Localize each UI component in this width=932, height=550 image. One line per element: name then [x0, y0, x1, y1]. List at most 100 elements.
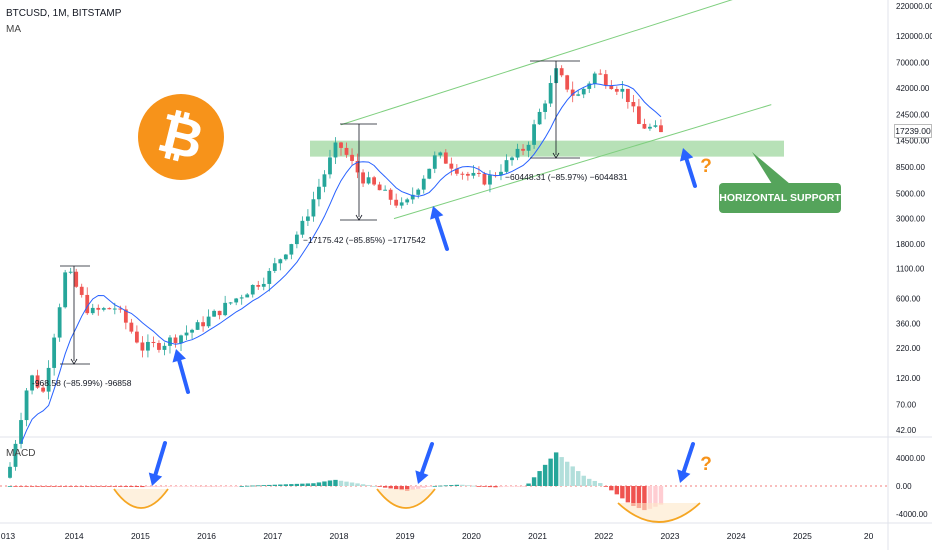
candle-body	[532, 124, 536, 145]
candle-body	[294, 234, 299, 245]
candle-body	[477, 172, 481, 174]
macd-bar	[316, 482, 322, 486]
macd-bar	[189, 486, 195, 487]
question-mark-1: ?	[700, 454, 712, 475]
macd-bar	[256, 485, 261, 487]
ma-indicator-label[interactable]: MA	[6, 24, 21, 35]
candle-body	[587, 83, 592, 89]
candle-body	[620, 88, 625, 92]
macd-bar	[7, 486, 13, 487]
candle-body	[289, 244, 294, 255]
macd-bar	[393, 486, 399, 490]
candle-body	[190, 329, 194, 333]
macd-bar	[222, 486, 228, 487]
time-tick-label: 2016	[197, 531, 216, 541]
candle-body	[212, 310, 217, 317]
macd-bar	[90, 486, 95, 487]
question-mark-0: ?	[700, 156, 712, 177]
price-tick-label: 1100.00	[896, 264, 925, 273]
candle-body	[488, 175, 492, 185]
candle-body	[443, 152, 448, 164]
macd-bar	[294, 483, 300, 486]
arrow-macd-2022-shaft	[681, 442, 695, 474]
candle-body	[355, 160, 360, 173]
candle-body	[637, 106, 641, 124]
candle-body	[499, 171, 503, 176]
candle-body	[74, 271, 79, 287]
candle-body	[339, 142, 343, 148]
candle-body	[372, 177, 376, 185]
candle-body	[317, 186, 321, 200]
macd-bar	[504, 486, 509, 487]
macd-bar	[145, 486, 151, 487]
candle-body	[52, 337, 57, 368]
annotations: -968.58 (−85.99%) -96858 −17175.42 (−85.8…	[32, 60, 790, 523]
candle-body	[311, 199, 316, 217]
candle-body	[112, 308, 117, 310]
macd-bar	[338, 480, 344, 486]
candle-body	[63, 272, 68, 308]
time-tick-label: 2020	[462, 531, 481, 541]
candle-body	[510, 157, 514, 161]
macd-bar	[388, 486, 393, 489]
macd-bar	[327, 480, 333, 486]
time-tick-label: 2014	[65, 531, 84, 541]
macd-bar	[211, 486, 217, 487]
candle-body	[217, 310, 222, 316]
macd-bar	[653, 486, 658, 507]
macd-bar	[217, 486, 222, 487]
price-tick-label: 1800.00	[896, 240, 925, 249]
drawdown-2014-arrowhead	[70, 358, 78, 365]
macd-bar	[29, 486, 35, 487]
candle-body	[454, 168, 459, 174]
macd-tick-label: 0.00	[896, 482, 912, 491]
macd-bar	[382, 486, 388, 488]
axes: 220000.00 120000.00 70000.00 42000.00 24500.…	[1, 2, 932, 541]
candle-body	[201, 322, 205, 327]
arrow-2022-shaft	[684, 157, 697, 188]
macd-bar	[427, 486, 432, 487]
macd-indicator-label[interactable]: MACD	[6, 448, 36, 459]
macd-bar	[587, 478, 592, 486]
candle-body	[228, 302, 233, 304]
macd-bar	[107, 486, 112, 487]
time-tick-label: 2015	[131, 531, 150, 541]
macd-bar	[349, 482, 355, 486]
candle-body	[250, 284, 255, 295]
time-tick-label: 013	[1, 531, 15, 541]
candle-body	[576, 94, 581, 96]
time-tick-label: 2025	[793, 531, 812, 541]
candle-body	[101, 308, 106, 310]
bitcoin-logo-disc	[138, 94, 224, 180]
candle-body	[13, 443, 18, 467]
macd-bar	[151, 486, 156, 487]
drawdown-2014-label: -968.58 (−85.99%) -96858	[32, 378, 132, 388]
macd-bar	[498, 486, 504, 488]
candle-body	[471, 172, 476, 176]
macd-bar	[51, 486, 57, 487]
candle-body	[79, 286, 84, 295]
candle-body	[24, 390, 29, 421]
time-tick-label: 2023	[661, 531, 680, 541]
arrow-2015-head	[172, 349, 186, 363]
candle-body	[272, 263, 277, 271]
price-tick-label: 600.00	[896, 294, 921, 303]
macd-bar	[537, 471, 542, 486]
candle-body	[300, 220, 305, 235]
macd-bar	[162, 486, 167, 487]
time-tick-label: 2022	[594, 531, 613, 541]
support-zone-rect	[310, 140, 784, 157]
candle-body	[85, 294, 90, 314]
candle-body	[328, 157, 332, 175]
macd-bar	[581, 475, 586, 486]
candles	[8, 64, 663, 479]
macd-bar	[184, 486, 189, 487]
macd-bar	[333, 479, 338, 486]
macd-bar	[123, 486, 129, 487]
candle-body	[57, 307, 62, 338]
price-tick-label: 120000.00	[896, 32, 932, 41]
macd-bar	[493, 486, 498, 488]
candle-body	[659, 125, 663, 133]
macd-bar	[559, 457, 564, 486]
macd-smile-2	[617, 502, 701, 523]
